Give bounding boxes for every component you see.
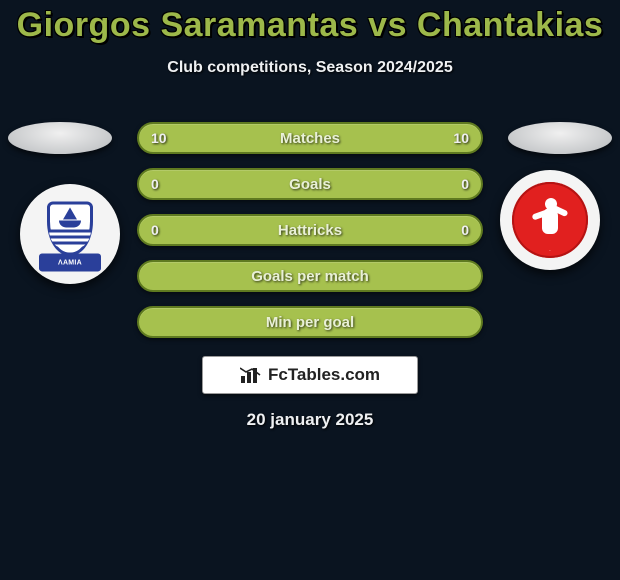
page-title: Giorgos Saramantas vs Chantakias: [0, 6, 620, 45]
right-crest: ·: [512, 182, 588, 258]
lamia-crest: ΛΑΜΙΑ: [39, 199, 101, 271]
comparison-card: Giorgos Saramantas vs Chantakias Club co…: [0, 0, 620, 580]
stats-column: 10 Matches 10 0 Goals 0 0 Hattricks 0 Go…: [137, 122, 483, 352]
player-ellipse-right: [508, 122, 612, 154]
stat-right-value: 10: [453, 130, 469, 146]
club-crest-left: ΛΑΜΙΑ: [20, 184, 120, 284]
stat-row-goals-per-match: Goals per match: [137, 260, 483, 292]
subtitle: Club competitions, Season 2024/2025: [0, 59, 620, 77]
badge-text: FcTables.com: [268, 365, 380, 385]
player-ellipse-left: [8, 122, 112, 154]
stat-row-goals: 0 Goals 0: [137, 168, 483, 200]
stat-left-value: 10: [151, 130, 167, 146]
stat-left-value: 0: [151, 222, 159, 238]
crest-left-text: ΛΑΜΙΑ: [58, 259, 82, 266]
snapshot-date: 20 january 2025: [0, 410, 620, 430]
fctables-badge[interactable]: FcTables.com: [202, 356, 418, 394]
stat-label: Goals per match: [251, 268, 369, 285]
stat-row-matches: 10 Matches 10: [137, 122, 483, 154]
stat-row-min-per-goal: Min per goal: [137, 306, 483, 338]
bar-chart-icon: [240, 366, 262, 384]
stat-label: Goals: [289, 176, 331, 193]
stat-row-hattricks: 0 Hattricks 0: [137, 214, 483, 246]
stat-right-value: 0: [461, 222, 469, 238]
stat-left-value: 0: [151, 176, 159, 192]
stat-right-value: 0: [461, 176, 469, 192]
stat-label: Hattricks: [278, 222, 342, 239]
stat-label: Min per goal: [266, 314, 354, 331]
stat-label: Matches: [280, 130, 340, 147]
club-crest-right: ·: [500, 170, 600, 270]
